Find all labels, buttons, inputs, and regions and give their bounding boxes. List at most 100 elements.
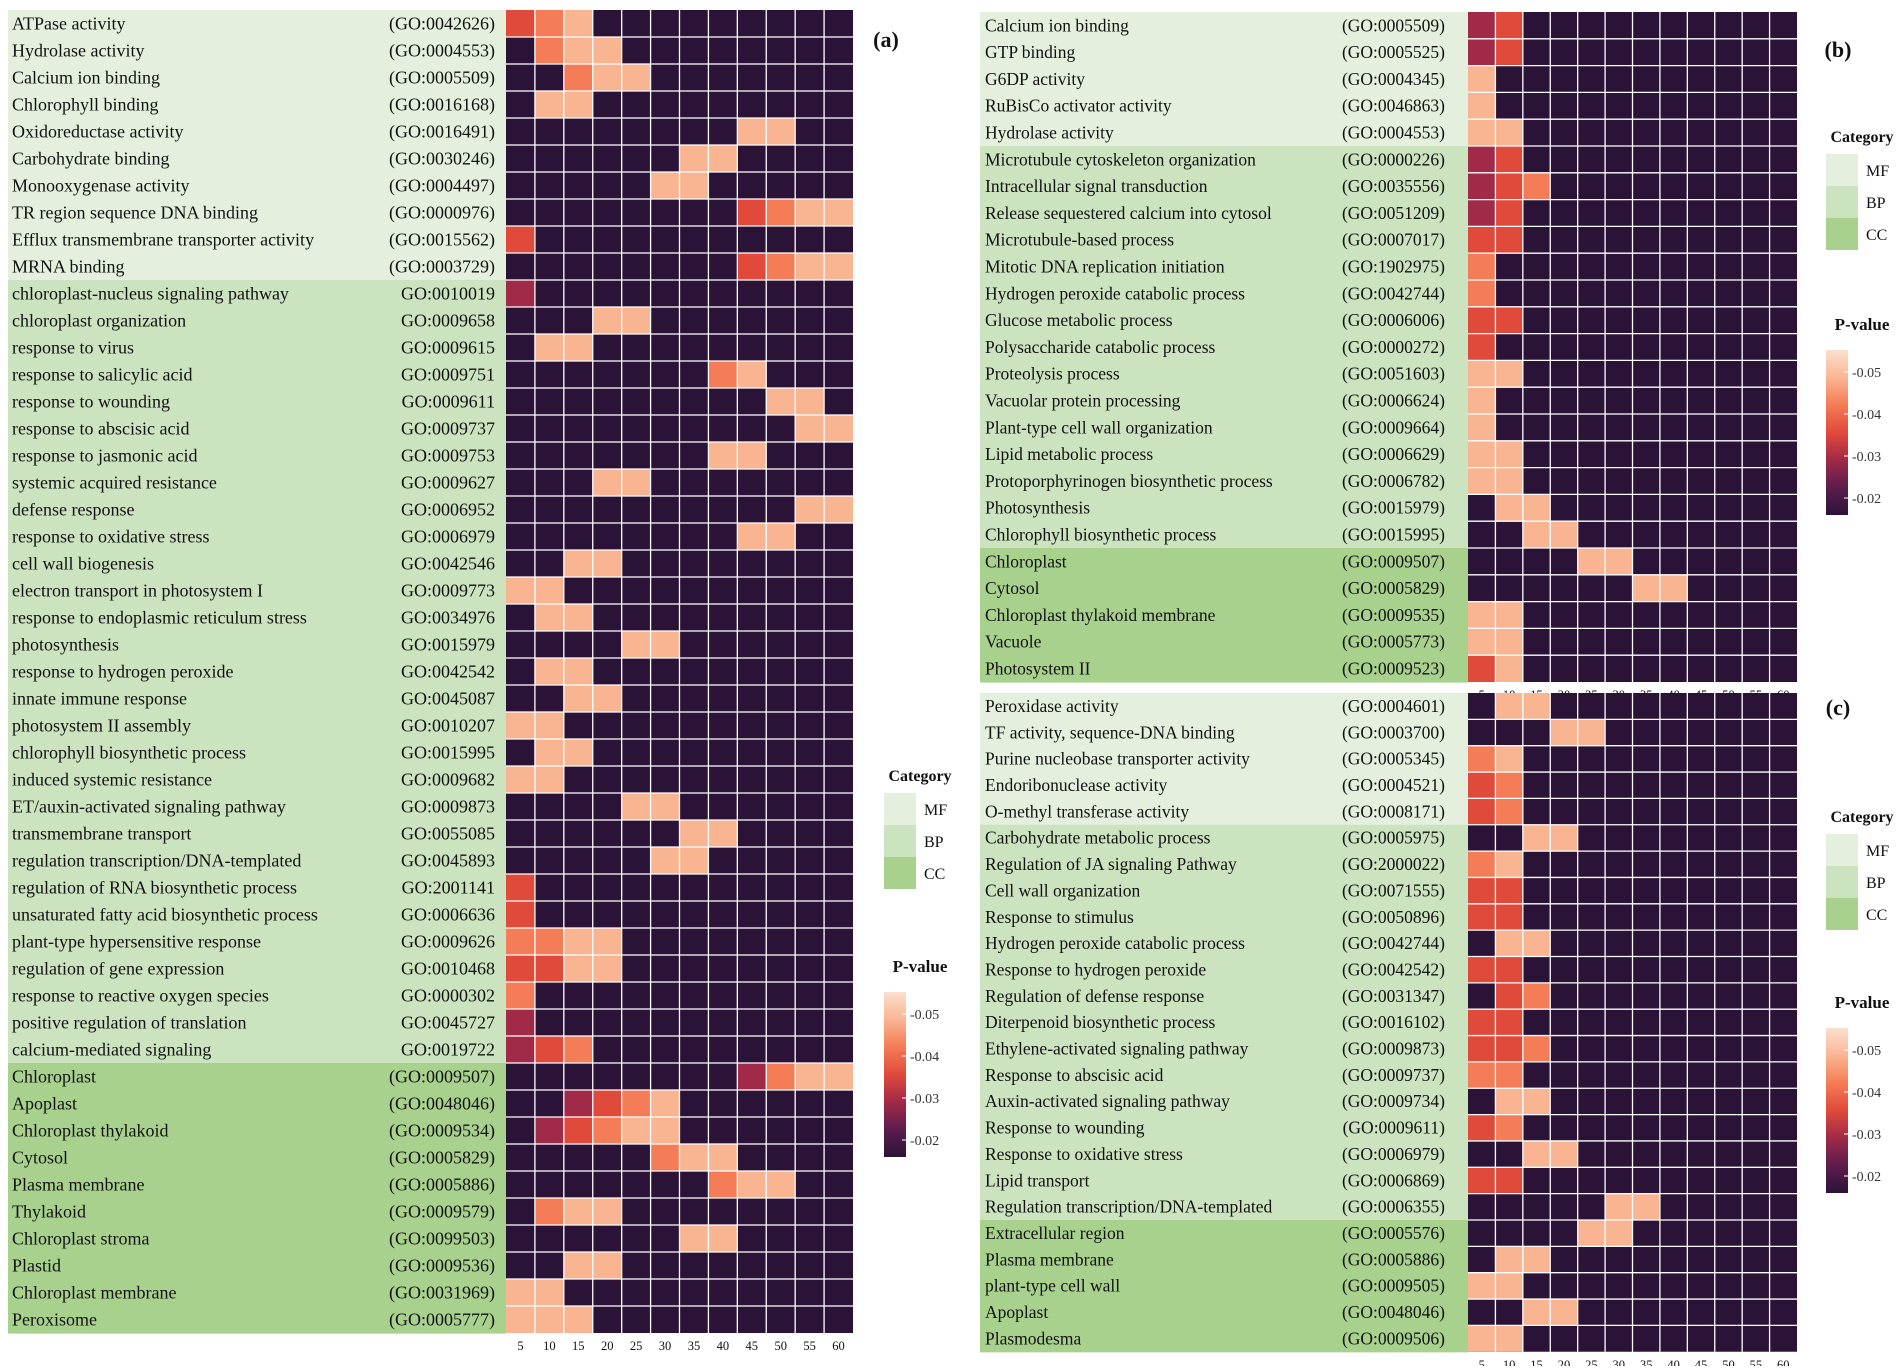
heatmap-cell: [650, 1090, 680, 1117]
category-band-mf: [8, 226, 506, 254]
heatmap-cell: [737, 118, 767, 145]
pvalue-legend-title: P-value: [893, 957, 948, 976]
row-go-id: GO:0019722: [401, 1039, 495, 1059]
row-term-label: defense response: [12, 499, 134, 519]
heatmap-cell: [1522, 1140, 1551, 1168]
heatmap-cell: [1495, 877, 1523, 904]
pvalue-legend-title: P-value: [1835, 315, 1890, 334]
heatmap-cell: [824, 415, 853, 442]
row-go-id: (GO:0009536): [389, 1255, 495, 1276]
category-band-cc: [980, 601, 1468, 629]
category-legend-swatch-bp: [884, 825, 916, 857]
category-legend-swatch-cc: [884, 857, 916, 889]
row-go-id: GO:0009773: [401, 580, 495, 600]
row-term-label: response to salicylic acid: [12, 364, 192, 384]
category-band-bp: [980, 1088, 1468, 1116]
heatmap-cell: [1495, 693, 1523, 720]
row-go-id: (GO:0015995): [1342, 524, 1445, 544]
category-band-mf: [8, 199, 506, 227]
heatmap-cell: [1468, 360, 1496, 388]
heatmap-cell: [1495, 851, 1523, 878]
category-band-mf: [8, 64, 506, 92]
row-go-id: (GO:0071555): [1342, 880, 1445, 900]
row-go-id: (GO:0006006): [1342, 310, 1445, 330]
heatmap-cell: [1468, 1272, 1496, 1300]
heatmap-cell: [534, 928, 564, 955]
category-band-bp: [980, 360, 1468, 388]
category-band-bp: [980, 280, 1468, 308]
heatmap-cell: [1468, 119, 1496, 146]
heatmap-cell: [679, 1144, 709, 1171]
row-term-label: Chloroplast: [12, 1066, 96, 1086]
panel-label: (a): [873, 27, 899, 52]
row-go-id: (GO:0005975): [1342, 828, 1445, 848]
category-band-cc: [8, 1117, 506, 1145]
heatmap-cell: [1468, 877, 1496, 904]
row-term-label: induced systemic resistance: [12, 769, 212, 789]
row-term-label: response to reactive oxygen species: [12, 985, 269, 1005]
row-go-id: GO:0009626: [401, 931, 495, 951]
row-go-id: (GO:0016491): [389, 121, 495, 142]
row-go-id: (GO:0015562): [389, 229, 495, 250]
category-band-bp: [8, 928, 506, 956]
category-band-mf: [980, 12, 1468, 40]
row-term-label: Hydrolase activity: [12, 40, 144, 60]
row-go-id: (GO:0030246): [389, 148, 495, 169]
category-band-bp: [8, 955, 506, 983]
heatmap-cell: [1577, 1220, 1606, 1247]
heatmap-cell: [534, 712, 564, 739]
row-go-id: GO:0009611: [402, 391, 495, 411]
row-term-label: Auxin-activated signaling pathway: [985, 1091, 1230, 1111]
row-term-label: Purine nucleobase transporter activity: [985, 749, 1250, 769]
heatmap-cell: [1495, 306, 1523, 334]
heatmap-cell: [1468, 253, 1496, 280]
heatmap-cell: [1495, 360, 1523, 388]
row-go-id: GO:0042542: [401, 661, 495, 681]
heatmap-cell: [1495, 1325, 1523, 1352]
heatmap-cell: [737, 1171, 767, 1198]
row-term-label: transmembrane transport: [12, 823, 191, 843]
row-go-id: (GO:0051209): [1342, 203, 1445, 223]
heatmap-cell: [621, 64, 651, 91]
row-go-id: GO:2001141: [402, 877, 495, 897]
heatmap-cell: [506, 1306, 535, 1333]
x-tick-label: 40: [717, 1339, 730, 1353]
row-term-label: Extracellular region: [985, 1223, 1125, 1243]
pvalue-tick-label: -0.03: [910, 1092, 939, 1107]
row-term-label: photosynthesis: [12, 634, 119, 654]
row-term-label: Chloroplast membrane: [12, 1282, 176, 1302]
category-band-bp: [980, 903, 1468, 931]
heatmap-cell: [737, 361, 767, 388]
pvalue-tick-label: -0.05: [1852, 1044, 1881, 1059]
heatmap-cell: [534, 334, 564, 361]
row-term-label: Ethylene-activated signaling pathway: [985, 1039, 1249, 1059]
category-legend-label: MF: [1866, 163, 1889, 180]
category-band-mf: [8, 91, 506, 119]
heatmap-cell: [563, 739, 593, 766]
heatmap-cell: [1495, 1114, 1523, 1141]
heatmap-cell: [534, 577, 564, 604]
row-go-id: (GO:0048046): [389, 1093, 495, 1114]
row-go-id: (GO:0046863): [1342, 96, 1445, 116]
heatmap-cell: [1495, 798, 1523, 825]
category-band-bp: [980, 467, 1468, 495]
x-tick-label: 60: [832, 1339, 845, 1353]
row-go-id: (GO:0006782): [1342, 471, 1445, 491]
heatmap-cell: [1495, 199, 1523, 227]
category-legend-swatch-mf: [884, 793, 916, 825]
heatmap-cell: [534, 1198, 564, 1225]
row-term-label: Intracellular signal transduction: [985, 176, 1208, 196]
row-go-id: (GO:0009535): [1342, 605, 1445, 625]
heatmap-cell: [1468, 1061, 1496, 1089]
heatmap-cell: [1605, 1220, 1633, 1247]
row-term-label: Response to hydrogen peroxide: [985, 959, 1206, 979]
category-band-bp: [8, 766, 506, 794]
heatmap-cell: [1468, 851, 1496, 878]
row-go-id: (GO:0005509): [1342, 15, 1445, 35]
row-term-label: Endoribonuclease activity: [985, 775, 1167, 795]
heatmap-cell: [1495, 494, 1523, 522]
heatmap-cell: [1468, 440, 1496, 468]
row-go-id: (GO:0000976): [389, 202, 495, 223]
heatmap-cell: [592, 1117, 622, 1144]
category-band-mf: [980, 38, 1468, 67]
